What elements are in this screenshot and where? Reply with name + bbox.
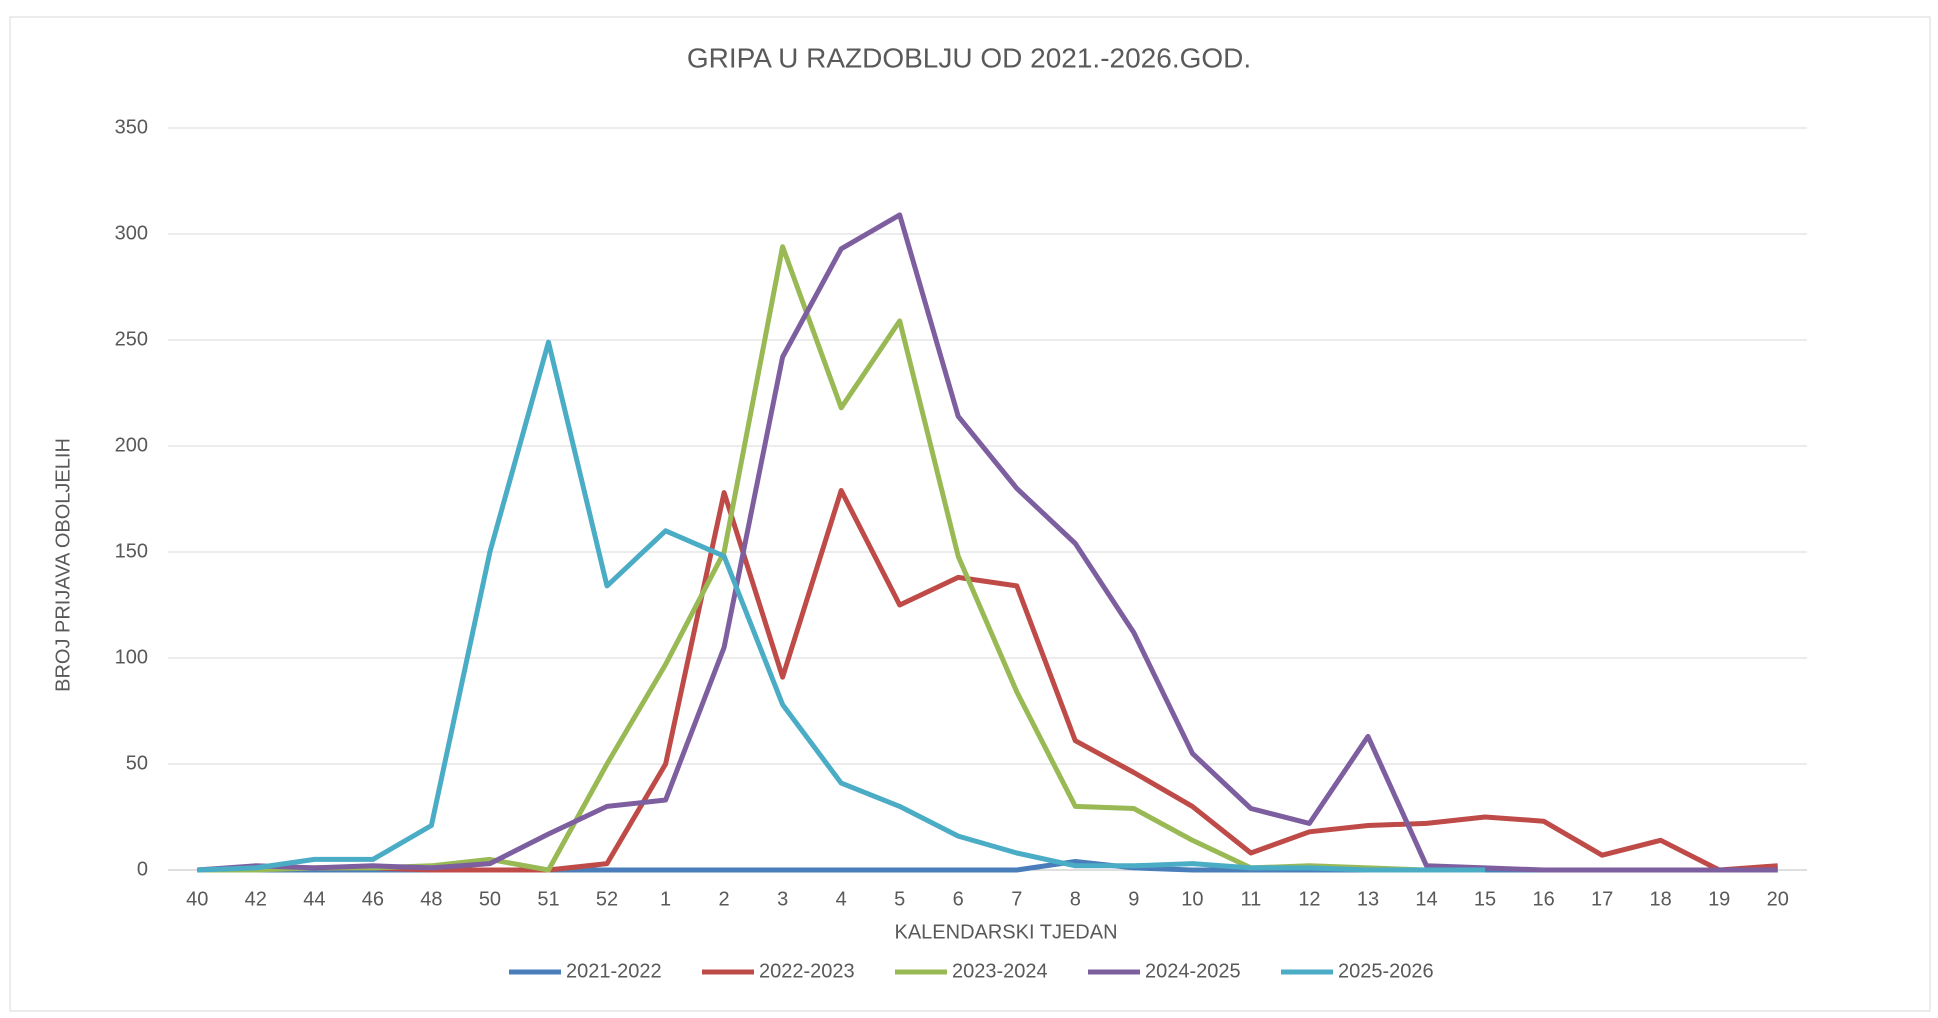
series-line: [197, 488, 1778, 873]
x-tick-label: 9: [1128, 888, 1139, 910]
x-tick-label: 12: [1298, 888, 1320, 910]
x-tick-label: 48: [420, 888, 442, 910]
y-tick-label: 0: [137, 858, 148, 880]
legend-label: 2024-2025: [1145, 960, 1241, 982]
x-tick-label: 20: [1767, 888, 1789, 910]
chart-border: [9, 16, 1931, 1012]
x-tick-label: 7: [1011, 888, 1022, 910]
x-tick-label: 46: [362, 888, 384, 910]
x-tick-label: 50: [479, 888, 501, 910]
x-tick-label: 42: [245, 888, 267, 910]
x-tick-label: 4: [836, 888, 847, 910]
series-line: [197, 339, 1486, 873]
x-tick-label: 1: [660, 888, 671, 910]
y-tick-label: 200: [115, 434, 148, 456]
series-line: [197, 212, 1778, 873]
x-tick-label: 18: [1650, 888, 1672, 910]
x-tick-label: 6: [953, 888, 964, 910]
x-tick-label: 5: [894, 888, 905, 910]
x-tick-label: 17: [1591, 888, 1613, 910]
x-tick-label: 16: [1532, 888, 1554, 910]
legend-label: 2021-2022: [566, 960, 662, 982]
x-tick-label: 3: [777, 888, 788, 910]
x-tick-label: 13: [1357, 888, 1379, 910]
x-tick-label: 2: [719, 888, 730, 910]
x-tick-label: 51: [537, 888, 559, 910]
legend-label: 2022-2023: [759, 960, 855, 982]
y-tick-label: 150: [115, 540, 148, 562]
y-axis-label: BROJ PRIJAVA OBOLJELIH: [52, 438, 74, 692]
x-tick-label: 40: [186, 888, 208, 910]
x-tick-label: 15: [1474, 888, 1496, 910]
x-tick-label: 44: [303, 888, 325, 910]
x-tick-label: 11: [1241, 888, 1262, 910]
y-tick-label: 300: [115, 222, 148, 244]
chart-title: GRIPA U RAZDOBLJU OD 2021.-2026.GOD.: [687, 42, 1251, 73]
x-axis-label: KALENDARSKI TJEDAN: [894, 921, 1117, 943]
x-tick-label: 14: [1415, 888, 1437, 910]
y-tick-label: 250: [115, 328, 148, 350]
x-tick-label: 8: [1070, 888, 1081, 910]
x-tick-label: 52: [596, 888, 618, 910]
y-tick-label: 100: [115, 646, 148, 668]
legend-label: 2023-2024: [952, 960, 1048, 982]
y-tick-label: 350: [115, 116, 148, 138]
x-tick-label: 19: [1708, 888, 1730, 910]
y-tick-label: 50: [126, 752, 148, 774]
x-tick-label: 10: [1181, 888, 1203, 910]
legend-label: 2025-2026: [1338, 960, 1434, 982]
